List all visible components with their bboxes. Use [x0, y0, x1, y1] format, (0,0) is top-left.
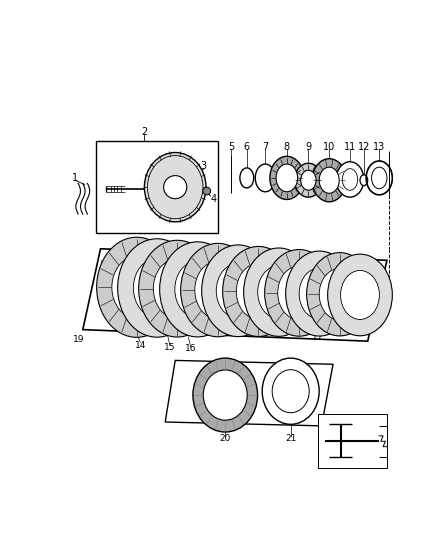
Text: 4: 4 — [211, 193, 217, 204]
Ellipse shape — [112, 256, 162, 318]
Ellipse shape — [278, 266, 321, 320]
Text: 14: 14 — [135, 341, 146, 350]
Ellipse shape — [97, 237, 177, 337]
Ellipse shape — [341, 270, 379, 319]
Ellipse shape — [360, 175, 367, 185]
Text: 10: 10 — [323, 142, 336, 152]
Text: 18: 18 — [335, 329, 346, 338]
Ellipse shape — [145, 152, 206, 222]
Text: 2: 2 — [141, 127, 148, 137]
Text: 19: 19 — [73, 335, 85, 344]
Ellipse shape — [336, 161, 364, 197]
Text: 16: 16 — [185, 344, 196, 353]
Text: 5: 5 — [228, 142, 234, 152]
Text: 7: 7 — [262, 142, 268, 152]
Ellipse shape — [258, 265, 300, 319]
Ellipse shape — [193, 358, 258, 432]
Ellipse shape — [203, 187, 211, 195]
Ellipse shape — [319, 269, 360, 320]
Text: 21: 21 — [285, 434, 297, 443]
Text: 12: 12 — [358, 142, 370, 152]
Text: 6: 6 — [244, 142, 250, 152]
Ellipse shape — [195, 261, 241, 319]
Text: 8: 8 — [284, 142, 290, 152]
Ellipse shape — [240, 168, 254, 188]
Ellipse shape — [286, 251, 353, 336]
Ellipse shape — [201, 245, 275, 337]
Text: 1: 1 — [72, 173, 78, 183]
Text: 17: 17 — [312, 333, 323, 342]
Ellipse shape — [299, 268, 339, 319]
Text: 9: 9 — [305, 142, 311, 152]
Ellipse shape — [270, 156, 304, 199]
Ellipse shape — [244, 248, 314, 336]
Ellipse shape — [312, 159, 346, 202]
Ellipse shape — [319, 167, 339, 193]
Bar — [318, 414, 387, 468]
Text: 13: 13 — [373, 142, 385, 152]
Ellipse shape — [294, 163, 322, 197]
Ellipse shape — [180, 244, 255, 337]
Ellipse shape — [342, 168, 358, 190]
Ellipse shape — [216, 263, 260, 318]
Ellipse shape — [203, 370, 247, 420]
Ellipse shape — [139, 240, 216, 337]
Text: 11: 11 — [344, 142, 356, 152]
Polygon shape — [165, 360, 333, 426]
Ellipse shape — [265, 249, 333, 336]
Bar — [96, 141, 218, 233]
Ellipse shape — [255, 164, 276, 192]
Ellipse shape — [160, 242, 236, 337]
Text: 3: 3 — [201, 161, 207, 172]
Ellipse shape — [164, 175, 187, 199]
Polygon shape — [83, 249, 387, 341]
Ellipse shape — [153, 259, 201, 319]
Ellipse shape — [301, 170, 316, 190]
Ellipse shape — [276, 164, 298, 192]
Ellipse shape — [223, 246, 294, 336]
Ellipse shape — [175, 261, 220, 318]
Ellipse shape — [134, 259, 180, 318]
Ellipse shape — [118, 239, 196, 337]
Text: 15: 15 — [164, 343, 176, 352]
Ellipse shape — [272, 370, 309, 413]
Ellipse shape — [236, 263, 281, 319]
Text: 20: 20 — [219, 434, 231, 443]
Ellipse shape — [262, 358, 319, 424]
Ellipse shape — [328, 254, 392, 336]
Ellipse shape — [307, 253, 373, 336]
